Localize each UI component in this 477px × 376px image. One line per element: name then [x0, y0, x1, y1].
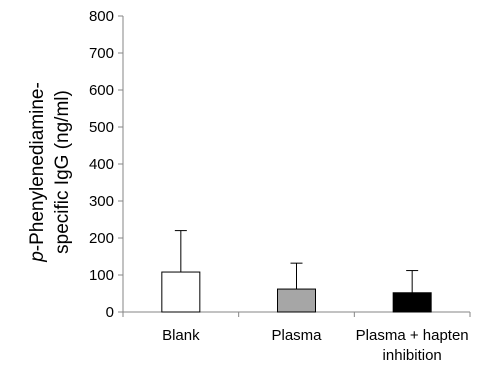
y-tick-label: 100 — [89, 267, 114, 284]
y-axis-label: p-Phenylenediamine- specific IgG (ng/ml) — [27, 82, 73, 263]
y-axis-label-line1-text: -Phenylenediamine- — [27, 82, 48, 251]
y-axis-label-italic: p — [27, 251, 48, 263]
y-tick-label: 700 — [89, 45, 114, 62]
x-tick-label-line: Plasma — [271, 327, 322, 344]
bar — [277, 288, 316, 313]
bar — [161, 271, 201, 313]
bar — [392, 292, 432, 313]
y-tick-label: 400 — [89, 156, 114, 173]
y-axis-label-line2: specific IgG (ng/ml) — [52, 90, 73, 254]
x-tick-label: Plasma + hapten inhibition — [356, 327, 469, 364]
x-tick-label-line: inhibition — [383, 347, 442, 364]
x-tick-label-line: Blank — [162, 327, 200, 344]
y-tick-label: 200 — [89, 230, 114, 247]
chart-marks: Blank Plasma Plasma + hapten inhibition — [161, 230, 469, 364]
y-tick-label: 500 — [89, 119, 114, 136]
y-tick-label: 600 — [89, 82, 114, 99]
y-axis-label-line1: p-Phenylenediamine- — [27, 82, 48, 263]
y-tick-label: 0 — [106, 304, 114, 321]
y-tick-label: 300 — [89, 193, 114, 210]
x-tick-label-line: Plasma + hapten — [356, 327, 469, 344]
axes: 0 100 200 300 400 500 600 700 800 — [89, 8, 471, 321]
y-tick-label: 800 — [89, 8, 114, 25]
x-tick-label: Plasma — [271, 327, 322, 344]
x-tick-label: Blank — [162, 327, 200, 344]
